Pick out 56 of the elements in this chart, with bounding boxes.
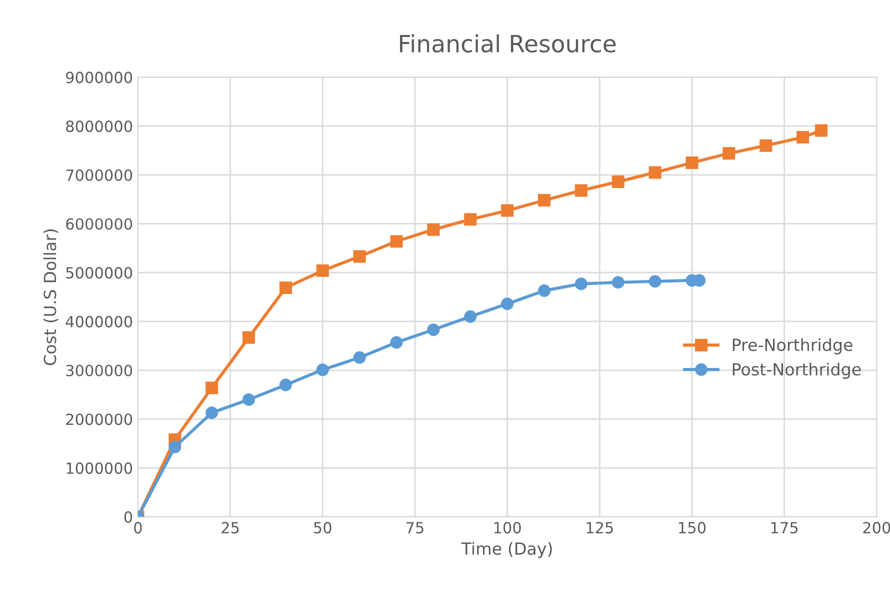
point (242, 331, 256, 344)
point (722, 147, 736, 160)
point (316, 364, 329, 376)
point (427, 323, 440, 336)
point (574, 184, 588, 197)
point (538, 194, 550, 207)
point (168, 440, 182, 454)
y-tick-label: 9000000 (66, 72, 132, 84)
point (206, 382, 218, 394)
point (760, 139, 772, 152)
point (353, 250, 366, 263)
x-tick-label: 50 (314, 522, 332, 534)
y-axis-title: Cost (U.S Dollar) (43, 229, 58, 366)
y-tick-label: 8000000 (66, 120, 132, 132)
x-tick-label: 25 (222, 522, 239, 534)
y-tick-label: 0 (124, 511, 132, 523)
x-tick-label: 0 (134, 522, 142, 534)
y-tick-label: 5000000 (66, 267, 132, 279)
point (796, 131, 810, 144)
point (206, 406, 218, 419)
y-tick-label: 4000000 (66, 316, 132, 328)
x-tick-label: 175 (771, 522, 798, 534)
point (501, 204, 514, 217)
point (501, 298, 514, 310)
point (279, 281, 292, 294)
point (648, 166, 662, 179)
y-tick-label: 6000000 (66, 218, 132, 230)
point (612, 175, 624, 188)
x-tick-label: 150 (679, 522, 706, 534)
x-tick-label: 125 (586, 522, 613, 534)
x-tick-label: 200 (863, 522, 890, 534)
legend-label: Pre-Northridge (732, 338, 852, 354)
y-tick-label: 1000000 (66, 462, 132, 474)
point (686, 156, 698, 169)
point (464, 213, 477, 226)
point (242, 393, 256, 406)
point (316, 264, 329, 277)
point (427, 223, 440, 236)
point (353, 351, 366, 364)
x-axis-title: Time (Day) (461, 542, 552, 558)
point (390, 336, 403, 349)
y-tick-label: 7000000 (66, 169, 132, 181)
x-tick-label: 100 (494, 522, 521, 534)
point (574, 278, 588, 290)
point (648, 275, 662, 288)
chart-title: Financial Resource (400, 34, 616, 53)
point (279, 378, 292, 392)
point (464, 310, 477, 323)
point (814, 124, 828, 137)
x-tick-label: 75 (406, 522, 424, 534)
point (538, 284, 550, 297)
y-tick-label: 3000000 (66, 364, 132, 376)
point (390, 235, 403, 248)
y-tick-label: 2000000 (66, 414, 132, 426)
legend-label: Post-Northridge (732, 362, 861, 379)
point (612, 276, 624, 289)
